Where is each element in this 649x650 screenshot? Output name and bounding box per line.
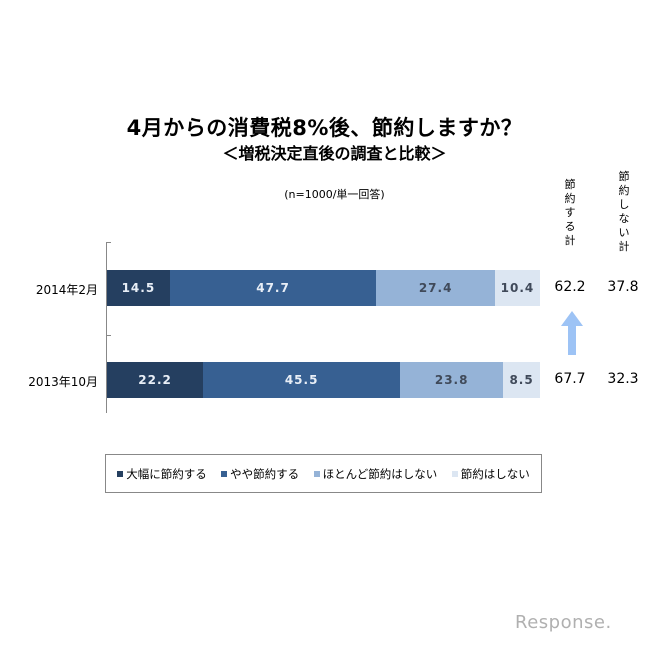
total-save-2014-feb: 62.2 [554, 279, 586, 295]
bar-segment-large-savings: 14.5 [107, 270, 170, 306]
legend-item-little-savings: ほとんど節約はしない [313, 466, 438, 482]
total-nosave-2014-feb: 37.8 [607, 279, 639, 295]
legend-label: やや節約する [230, 466, 300, 481]
header-char: 計 [564, 234, 576, 247]
legend-item-no-savings: 節約はしない [451, 466, 530, 482]
bar-segment-large-savings: 22.2 [107, 362, 204, 398]
header-char: 計 [618, 240, 630, 253]
category-axis [106, 242, 107, 413]
total-save-2013-oct: 67.7 [554, 371, 586, 387]
total-nosave-2013-oct: 32.3 [607, 371, 639, 387]
header-char: な [618, 212, 630, 225]
category-label-2014-feb: 2014年2月 [35, 283, 98, 297]
header-char: す [564, 206, 576, 219]
bar-segment-some-savings: 45.5 [203, 362, 401, 398]
header-char: 約 [564, 192, 576, 205]
legend-swatch [451, 470, 458, 477]
response-watermark-logo: Response. [515, 612, 612, 633]
bar-segment-no-savings: 10.4 [494, 270, 540, 306]
axis-tick [106, 335, 111, 336]
legend-label: ほとんど節約はしない [322, 466, 438, 481]
legend-label: 節約はしない [460, 466, 530, 481]
header-char: 約 [618, 184, 630, 197]
legend-swatch [117, 470, 124, 477]
legend-item-large-savings: 大幅に節約する [117, 466, 207, 482]
header-char: 節 [564, 178, 576, 191]
bar-segment-little-savings: 23.8 [400, 362, 504, 398]
bar-2014-feb: 14.5 47.7 27.4 10.4 [107, 270, 540, 306]
header-nosave-total: 節 約 し な い 計 [617, 170, 631, 254]
chart-legend: 大幅に節約する やや節約する ほとんど節約はしない 節約はしない [105, 454, 542, 493]
bar-2013-oct: 22.2 45.5 23.8 8.5 [107, 362, 540, 398]
header-char: し [618, 198, 630, 211]
legend-label: 大幅に節約する [126, 466, 207, 481]
header-char: 節 [618, 170, 630, 183]
legend-item-some-savings: やや節約する [221, 466, 299, 482]
arrow-up-icon [561, 311, 583, 355]
category-label-2013-oct: 2013年10月 [28, 375, 98, 389]
legend-swatch [313, 470, 320, 477]
bar-segment-no-savings: 8.5 [503, 362, 540, 398]
legend-swatch [221, 470, 228, 477]
chart-subtitle: ＜増税決定直後の調査と比較＞ [222, 144, 447, 163]
header-save-total: 節 約 す る 計 [563, 178, 577, 248]
chart-title: 4月からの消費税8%後、節約しますか？ [126, 116, 523, 140]
axis-tick [106, 242, 111, 243]
header-char: い [618, 226, 630, 239]
bar-segment-little-savings: 27.4 [376, 270, 495, 306]
header-char: る [564, 220, 576, 233]
sample-note: (n=1000/単一回答) [284, 188, 385, 201]
bar-segment-some-savings: 47.7 [169, 270, 377, 306]
